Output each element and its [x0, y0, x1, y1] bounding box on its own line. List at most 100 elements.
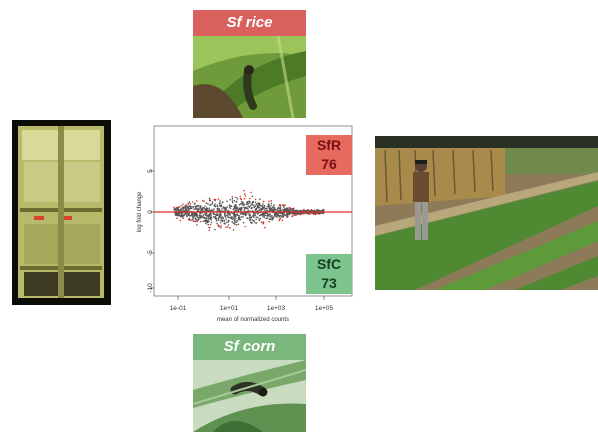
non-significant-point: [241, 202, 244, 205]
non-significant-point: [175, 214, 178, 216]
non-significant-point: [248, 215, 251, 217]
non-significant-point: [219, 210, 222, 212]
non-significant-point: [270, 204, 272, 207]
non-significant-point: [213, 212, 215, 215]
non-significant-point: [191, 214, 193, 217]
non-significant-point: [214, 203, 216, 205]
significant-point: [303, 213, 305, 215]
non-significant-point: [306, 212, 309, 215]
non-significant-point: [266, 210, 269, 212]
non-significant-point: [268, 206, 270, 208]
significant-point: [185, 204, 187, 206]
non-significant-point: [242, 201, 244, 204]
non-significant-point: [192, 216, 195, 218]
non-significant-point: [262, 207, 265, 209]
non-significant-point: [219, 216, 222, 218]
non-significant-point: [242, 216, 244, 218]
non-significant-point: [262, 203, 264, 205]
non-significant-point: [188, 212, 190, 215]
non-significant-point: [270, 218, 272, 221]
tick-marks: [150, 170, 325, 300]
non-significant-point: [174, 213, 177, 216]
non-significant-point: [196, 209, 199, 212]
non-significant-point: [235, 207, 237, 209]
non-significant-point: [228, 219, 230, 222]
non-significant-point: [318, 212, 321, 215]
non-significant-point: [219, 212, 222, 214]
significant-point: [260, 221, 263, 224]
significant-point: [291, 215, 293, 218]
non-significant-point: [281, 214, 284, 216]
non-significant-point: [273, 204, 275, 206]
non-significant-point: [242, 221, 245, 224]
non-significant-point: [195, 205, 198, 207]
significant-point: [310, 208, 313, 211]
significant-point: [282, 204, 285, 207]
non-significant-point: [249, 219, 251, 221]
non-significant-point: [197, 217, 200, 219]
non-significant-point: [225, 208, 228, 211]
non-significant-point: [201, 208, 203, 210]
non-significant-point: [236, 219, 238, 222]
non-significant-point: [265, 207, 267, 210]
sfr-badge-name: SfR: [316, 137, 342, 153]
non-significant-point: [251, 206, 253, 209]
non-significant-point: [217, 219, 220, 221]
non-significant-point: [249, 210, 251, 212]
significant-point: [264, 226, 266, 229]
non-significant-point: [253, 216, 255, 218]
non-significant-point: [211, 202, 213, 205]
non-significant-point: [212, 209, 214, 212]
non-significant-point: [194, 208, 197, 210]
non-significant-point: [209, 218, 212, 220]
non-significant-point: [214, 205, 217, 208]
non-significant-point: [235, 200, 238, 203]
non-significant-point: [220, 214, 222, 217]
corn-caterpillar-photo: [193, 360, 306, 432]
non-significant-point: [259, 217, 262, 220]
non-significant-point: [248, 205, 251, 208]
non-significant-point: [197, 204, 199, 207]
non-significant-point: [210, 214, 213, 216]
non-significant-point: [288, 209, 291, 212]
non-significant-point: [210, 221, 213, 224]
y-axis-label: log fold change: [137, 191, 143, 232]
non-significant-point: [193, 212, 196, 214]
non-significant-point: [182, 215, 185, 217]
non-significant-point: [213, 208, 215, 210]
non-significant-point: [175, 206, 178, 209]
non-significant-point: [271, 217, 273, 219]
non-significant-point: [218, 204, 221, 207]
non-significant-point: [242, 213, 245, 216]
non-significant-point: [252, 204, 254, 206]
non-significant-point: [238, 207, 240, 210]
significant-point: [182, 217, 184, 220]
significant-point: [196, 200, 198, 202]
sfc-badge-name: SfC: [316, 256, 342, 272]
non-significant-point: [215, 220, 218, 222]
non-significant-point: [210, 216, 213, 219]
non-significant-point: [231, 221, 233, 223]
non-significant-point: [224, 216, 227, 218]
non-significant-point: [186, 207, 189, 209]
non-significant-point: [206, 219, 209, 222]
significant-point: [226, 226, 229, 228]
non-significant-point: [244, 207, 246, 209]
non-significant-point: [237, 223, 240, 226]
non-significant-point: [270, 202, 273, 205]
sfr-badge-count: 76: [321, 156, 337, 172]
x-tick-label: 1e+05: [315, 305, 334, 312]
non-significant-point: [229, 198, 232, 201]
non-significant-point: [282, 213, 285, 215]
sf-rice-label: Sf rice: [193, 10, 306, 36]
non-significant-point: [182, 208, 185, 211]
non-significant-point: [232, 216, 234, 218]
non-significant-point: [220, 217, 222, 220]
non-significant-point: [216, 209, 219, 211]
non-significant-point: [239, 218, 242, 221]
non-significant-point: [276, 216, 278, 218]
non-significant-point: [213, 216, 215, 218]
significant-point: [203, 200, 205, 203]
non-significant-point: [259, 214, 261, 217]
non-significant-point: [216, 213, 219, 215]
